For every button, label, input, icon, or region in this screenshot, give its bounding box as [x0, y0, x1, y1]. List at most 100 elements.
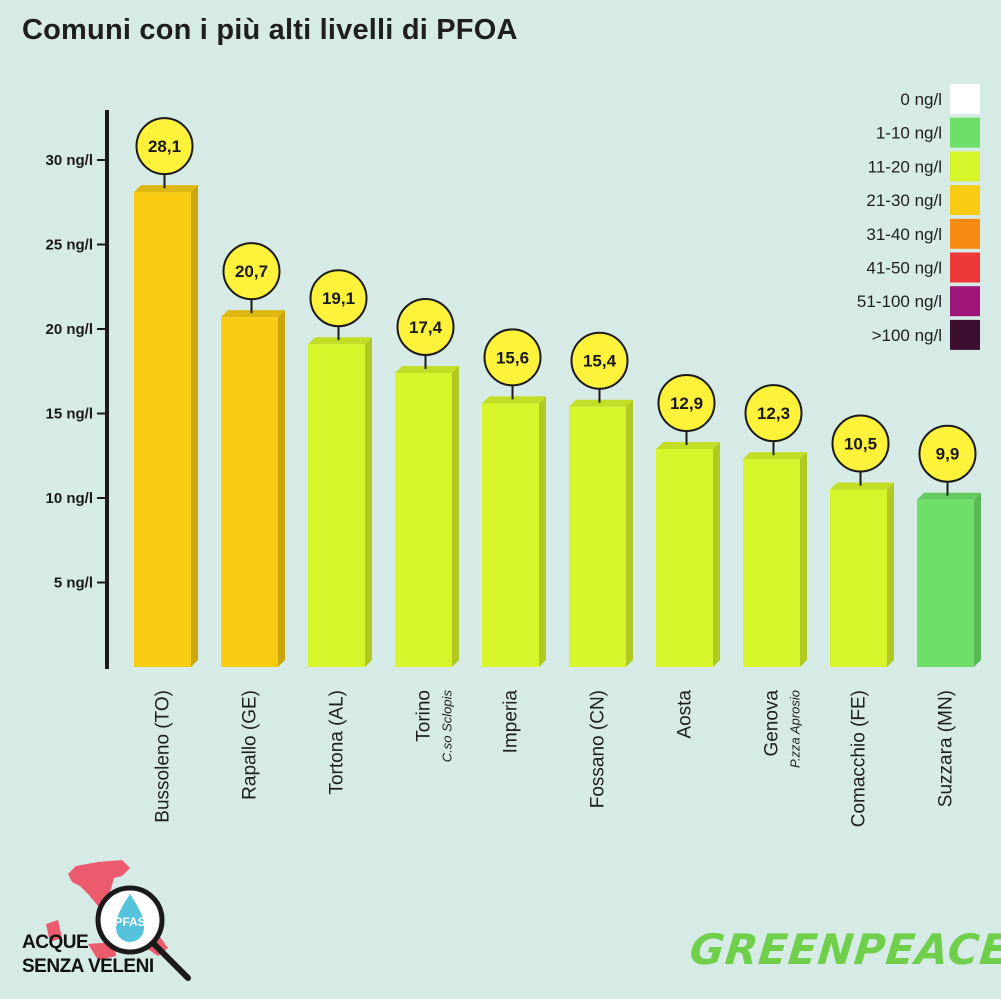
logo-line1: ACQUE	[22, 932, 89, 953]
bar	[917, 499, 974, 667]
bar	[830, 489, 887, 667]
category-label-group: Torino C.so Sclopis	[414, 690, 455, 763]
bar-side	[713, 441, 720, 667]
bar-group: 12,3	[743, 384, 807, 667]
bar-side	[365, 337, 372, 667]
bar-side	[191, 185, 198, 668]
value-bubble	[483, 328, 542, 387]
legend-label: 21-30 ng/l	[866, 191, 942, 210]
value-label: 12,3	[757, 404, 790, 423]
legend-swatch	[950, 185, 980, 216]
value-bubble	[918, 424, 977, 483]
bar-top	[569, 399, 633, 407]
bar	[569, 406, 626, 667]
y-axis: 5 ng/l 10 ng/l 15 ng/l 20 ng/l 25 ng/l 30 ng/…	[45, 110, 109, 669]
y-tick-label: 30 ng/l	[45, 152, 93, 169]
legend-swatch	[950, 252, 980, 283]
value-bubble	[135, 117, 194, 176]
category-label-group: Aosta	[675, 690, 696, 739]
legend-swatch	[950, 286, 980, 317]
bar-top	[482, 396, 546, 404]
bar	[743, 459, 800, 667]
bar	[395, 372, 452, 667]
bar-group: 28,1	[134, 117, 198, 668]
pfas-badge: PFAS	[114, 915, 145, 929]
bar-top	[917, 492, 981, 500]
bar-top	[743, 452, 807, 460]
bar-top	[830, 482, 894, 490]
logo-line2: SENZA VELENI	[22, 956, 154, 977]
value-label: 10,5	[844, 435, 877, 454]
legend-swatch	[950, 117, 980, 148]
bar	[221, 317, 278, 667]
legend-label: 31-40 ng/l	[866, 225, 942, 244]
bar	[656, 448, 713, 667]
value-label: 17,4	[409, 318, 443, 337]
category-label-group: Imperia	[501, 690, 522, 754]
category-sublabel: C.so Sclopis	[440, 690, 455, 763]
bar-side	[539, 396, 546, 667]
category-sublabel: P.zza Aprosio	[788, 690, 803, 768]
value-bubble	[222, 242, 281, 301]
greenpeace-logo: GREENPEACE	[687, 925, 1001, 974]
bar-group: 15,4	[569, 331, 633, 667]
bar	[308, 344, 365, 667]
category-label: Torino	[414, 690, 435, 742]
bar-group: 12,9	[656, 373, 720, 667]
bar-top	[221, 310, 285, 318]
y-tick-label: 5 ng/l	[54, 575, 93, 592]
legend-swatch	[950, 151, 980, 182]
legend-label: 51-100 ng/l	[857, 292, 942, 311]
bar-group: 15,6	[482, 328, 546, 667]
value-label: 28,1	[148, 137, 181, 156]
bar-top	[656, 441, 720, 449]
legend-swatch	[950, 84, 980, 114]
bar-top	[308, 337, 372, 345]
bar-side	[626, 399, 633, 667]
bar-side	[887, 482, 894, 667]
y-tick-label: 10 ng/l	[45, 490, 93, 507]
legend-swatch	[950, 218, 980, 249]
value-label: 20,7	[235, 262, 268, 281]
legend-label: 11-20 ng/l	[868, 157, 942, 176]
category-label: Fossano (CN)	[588, 690, 609, 808]
bar-group: 10,5	[830, 414, 894, 667]
legend-label: 1-10 ng/l	[876, 124, 942, 143]
value-bubble	[744, 384, 803, 443]
x-axis-labels: Bussoleno (TO) Rapallo (GE) Tortona (AL) To…	[153, 690, 957, 828]
y-tick-label: 25 ng/l	[45, 237, 93, 254]
value-label: 15,6	[496, 348, 529, 367]
legend-label: 41-50 ng/l	[866, 259, 942, 278]
value-label: 19,1	[322, 289, 355, 308]
bar-side	[278, 310, 285, 667]
bar-top	[395, 365, 459, 373]
value-bubble	[570, 331, 629, 390]
category-label: Genova	[762, 690, 783, 757]
chart-title: Comuni con i più alti livelli di PFOA	[22, 14, 518, 46]
category-label-group: Bussoleno (TO)	[153, 690, 174, 823]
category-label-group: Tortona (AL)	[327, 690, 348, 795]
legend-label: >100 ng/l	[872, 326, 942, 345]
category-label: Imperia	[501, 690, 522, 754]
value-bubble	[831, 414, 890, 473]
category-label-group: Genova P.zza Aprosio	[762, 690, 803, 768]
bar-side	[452, 365, 459, 667]
y-tick-label: 15 ng/l	[45, 406, 93, 423]
category-label: Bussoleno (TO)	[153, 690, 174, 823]
category-label: Aosta	[675, 690, 696, 739]
legend: 0 ng/l 1-10 ng/l 11-20 ng/l 21-30 ng/l 31-40…	[857, 84, 980, 350]
bar	[134, 192, 191, 668]
category-label: Suzzara (MN)	[936, 690, 957, 807]
bar-side	[974, 492, 981, 667]
bar-group: 17,4	[395, 297, 459, 667]
bar-group: 9,9	[917, 424, 981, 667]
acque-senza-veleni-logo: PFAS ACQUE SENZA VELENI	[18, 860, 208, 985]
category-label: Rapallo (GE)	[240, 690, 261, 800]
value-bubble	[657, 373, 716, 432]
y-tick-label: 20 ng/l	[45, 321, 93, 338]
legend-swatch	[950, 319, 980, 350]
value-bubble	[309, 269, 368, 328]
bar-side	[800, 452, 807, 667]
value-label: 15,4	[583, 352, 617, 371]
